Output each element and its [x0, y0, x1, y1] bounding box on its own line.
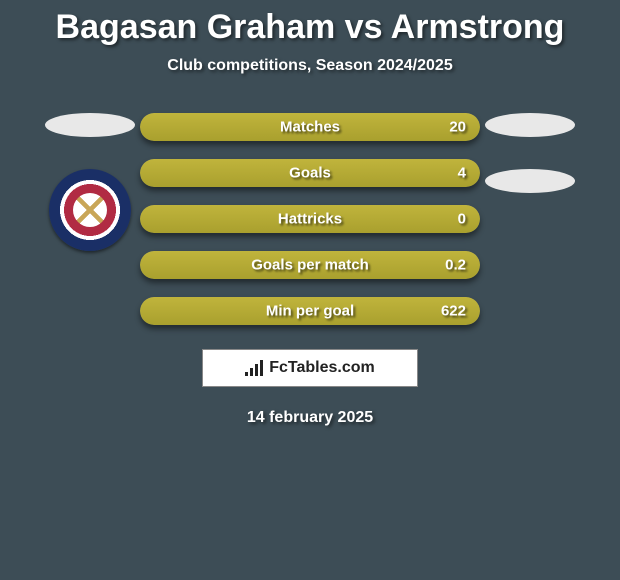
- logo-bars-icon: [245, 360, 263, 376]
- stat-bar-value: 20: [449, 119, 466, 136]
- stat-bar: Min per goal 622: [140, 297, 480, 325]
- subtitle: Club competitions, Season 2024/2025: [0, 57, 620, 75]
- logo-text: FcTables.com: [269, 359, 375, 377]
- player-oval-right-1: [485, 113, 575, 137]
- content-row: Matches 20 Goals 4 Hattricks 0 Goals per match…: [0, 113, 620, 325]
- comparison-infographic: Bagasan Graham vs Armstrong Club competi…: [0, 0, 620, 580]
- stat-bar-label: Min per goal: [266, 303, 354, 320]
- stat-bar: Hattricks 0: [140, 205, 480, 233]
- stat-bar-value: 0: [458, 211, 466, 228]
- club-crest: [49, 169, 131, 251]
- stat-bars: Matches 20 Goals 4 Hattricks 0 Goals per match…: [140, 113, 480, 325]
- stat-bar-value: 0.2: [445, 257, 466, 274]
- fctables-logo: FcTables.com: [202, 349, 418, 387]
- stat-bar-label: Matches: [280, 119, 340, 136]
- page-title: Bagasan Graham vs Armstrong: [0, 0, 620, 47]
- stat-bar-value: 4: [458, 165, 466, 182]
- stat-bar-label: Goals per match: [251, 257, 369, 274]
- date-text: 14 february 2025: [0, 409, 620, 427]
- stat-bar-label: Goals: [289, 165, 331, 182]
- stat-bar: Matches 20: [140, 113, 480, 141]
- stat-bar: Goals 4: [140, 159, 480, 187]
- right-column: [480, 113, 580, 325]
- stat-bar-value: 622: [441, 303, 466, 320]
- stat-bar-label: Hattricks: [278, 211, 342, 228]
- left-column: [40, 113, 140, 325]
- player-oval-right-2: [485, 169, 575, 193]
- stat-bar: Goals per match 0.2: [140, 251, 480, 279]
- player-oval-left: [45, 113, 135, 137]
